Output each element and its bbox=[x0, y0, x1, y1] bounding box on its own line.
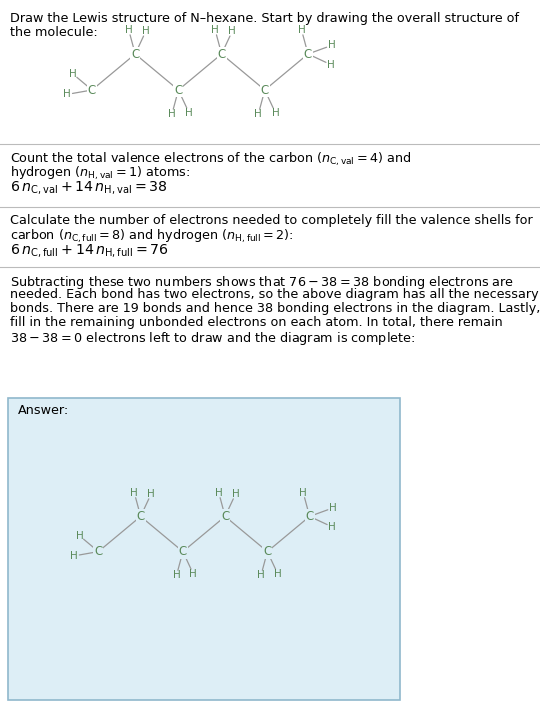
Text: C: C bbox=[304, 48, 312, 61]
Text: C: C bbox=[174, 83, 183, 97]
Text: Calculate the number of electrons needed to completely fill the valence shells f: Calculate the number of electrons needed… bbox=[10, 214, 533, 227]
Text: H: H bbox=[228, 26, 236, 36]
Text: Count the total valence electrons of the carbon ($n_{\rm C,val} = 4$) and: Count the total valence electrons of the… bbox=[10, 151, 411, 169]
Text: $6\,n_{\rm C,full} + 14\,n_{\rm H,full} = 76$: $6\,n_{\rm C,full} + 14\,n_{\rm H,full} … bbox=[10, 242, 169, 259]
Text: H: H bbox=[211, 25, 219, 35]
Text: C: C bbox=[131, 48, 139, 61]
Text: H: H bbox=[63, 90, 71, 100]
Text: C: C bbox=[306, 510, 314, 523]
Text: C: C bbox=[88, 83, 96, 97]
Text: H: H bbox=[185, 108, 193, 118]
Text: H: H bbox=[215, 488, 222, 498]
Text: H: H bbox=[76, 530, 83, 540]
Text: H: H bbox=[328, 41, 335, 51]
Text: H: H bbox=[298, 25, 305, 35]
Text: Draw the Lewis structure of N–hexane. Start by drawing the overall structure of: Draw the Lewis structure of N–hexane. St… bbox=[10, 12, 519, 25]
FancyBboxPatch shape bbox=[8, 398, 400, 700]
Text: H: H bbox=[130, 488, 138, 498]
Text: C: C bbox=[137, 510, 145, 523]
Text: Answer:: Answer: bbox=[18, 404, 69, 417]
Text: H: H bbox=[272, 108, 279, 118]
Text: Subtracting these two numbers shows that $76 - 38 = 38$ bonding electrons are: Subtracting these two numbers shows that… bbox=[10, 274, 514, 291]
Text: C: C bbox=[94, 545, 103, 558]
Text: the molecule:: the molecule: bbox=[10, 26, 98, 39]
Text: C: C bbox=[263, 545, 272, 558]
Text: H: H bbox=[327, 60, 335, 70]
Text: H: H bbox=[69, 69, 77, 79]
Text: C: C bbox=[221, 510, 230, 523]
Text: H: H bbox=[257, 570, 265, 580]
Text: H: H bbox=[142, 26, 150, 36]
Text: H: H bbox=[173, 570, 180, 580]
Text: H: H bbox=[299, 488, 307, 498]
Text: H: H bbox=[232, 489, 239, 499]
Text: needed. Each bond has two electrons, so the above diagram has all the necessary: needed. Each bond has two electrons, so … bbox=[10, 288, 538, 301]
Text: fill in the remaining unbonded electrons on each atom. In total, there remain: fill in the remaining unbonded electrons… bbox=[10, 316, 503, 329]
Text: C: C bbox=[179, 545, 187, 558]
Text: H: H bbox=[328, 522, 336, 532]
Text: H: H bbox=[147, 489, 155, 499]
Text: bonds. There are 19 bonds and hence 38 bonding electrons in the diagram. Lastly,: bonds. There are 19 bonds and hence 38 b… bbox=[10, 302, 540, 315]
Text: H: H bbox=[168, 110, 176, 120]
Text: H: H bbox=[190, 569, 197, 579]
Text: carbon ($n_{\rm C,full} = 8$) and hydrogen ($n_{\rm H,full} = 2$):: carbon ($n_{\rm C,full} = 8$) and hydrog… bbox=[10, 228, 294, 245]
Text: H: H bbox=[70, 551, 78, 561]
Text: $38 - 38 = 0$ electrons left to draw and the diagram is complete:: $38 - 38 = 0$ electrons left to draw and… bbox=[10, 330, 415, 347]
Text: H: H bbox=[125, 25, 132, 35]
Text: C: C bbox=[218, 48, 226, 61]
Text: C: C bbox=[261, 83, 269, 97]
Text: H: H bbox=[329, 503, 336, 513]
Text: hydrogen ($n_{\rm H,val} = 1$) atoms:: hydrogen ($n_{\rm H,val} = 1$) atoms: bbox=[10, 165, 190, 182]
Text: H: H bbox=[274, 569, 282, 579]
Text: H: H bbox=[254, 110, 262, 120]
Text: $6\,n_{\rm C,val} + 14\,n_{\rm H,val} = 38$: $6\,n_{\rm C,val} + 14\,n_{\rm H,val} = … bbox=[10, 179, 168, 196]
